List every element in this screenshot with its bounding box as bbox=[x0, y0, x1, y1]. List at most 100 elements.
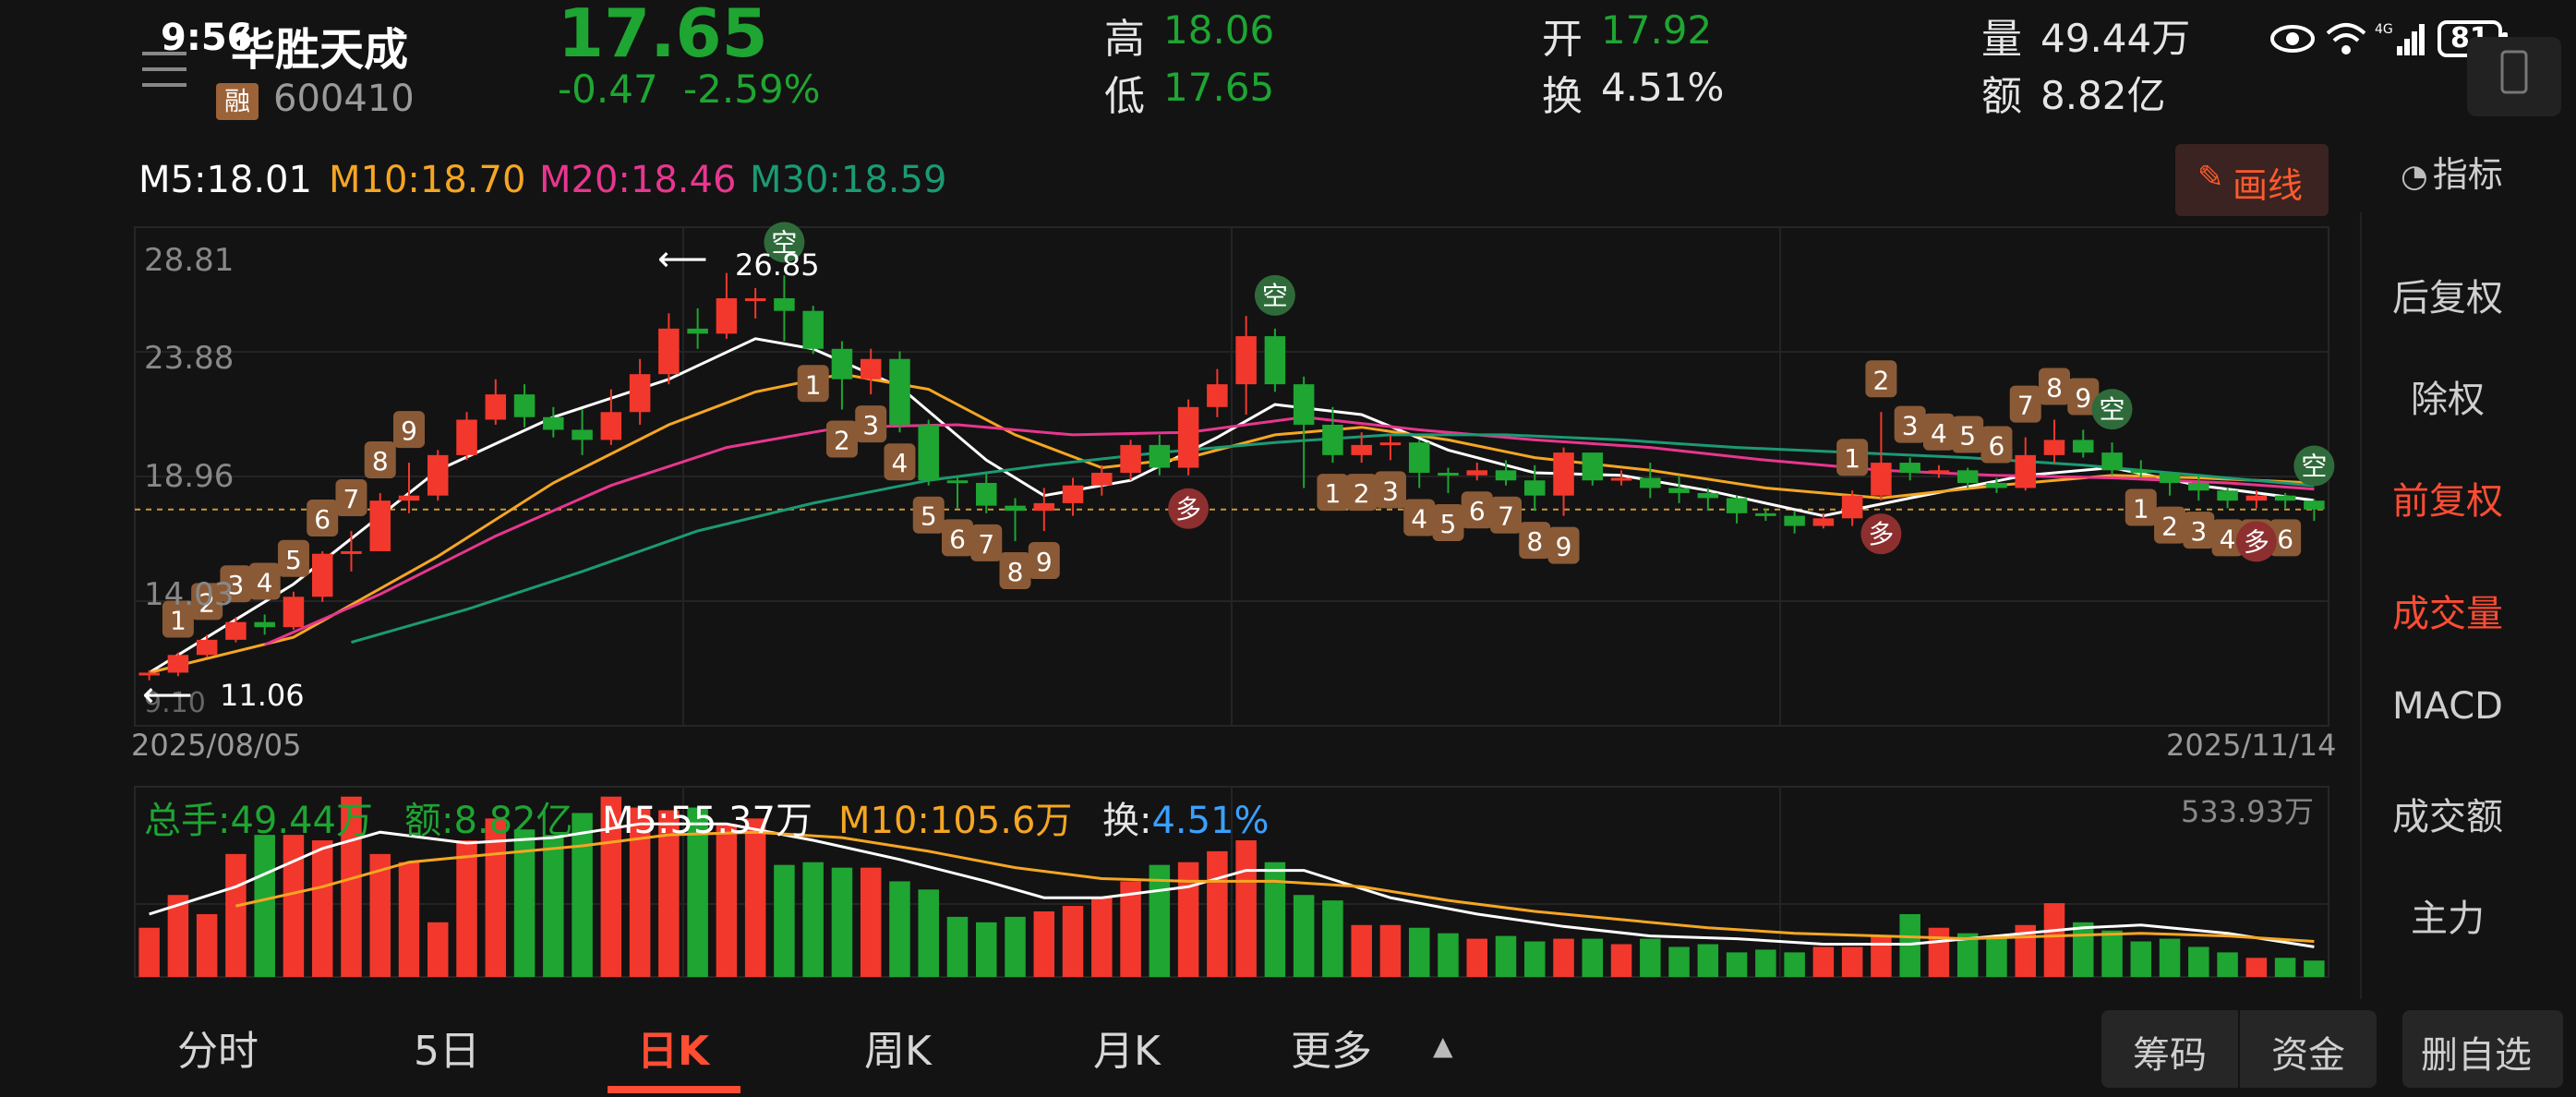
candle-body bbox=[2101, 452, 2123, 471]
sequence-marker: 4 bbox=[884, 443, 916, 481]
sequence-marker-number: 4 bbox=[1411, 503, 1427, 534]
candle bbox=[1149, 434, 1171, 476]
amount-value: 8.82亿 bbox=[2040, 73, 2166, 118]
candle-body bbox=[1177, 406, 1199, 468]
sequence-marker-badge bbox=[335, 479, 367, 517]
volume-value: 49.44万 bbox=[2040, 16, 2191, 61]
candle-body bbox=[2274, 495, 2296, 501]
tab-daily-k[interactable]: 日K bbox=[637, 1028, 710, 1075]
sidebar-item-macd[interactable]: MACD bbox=[2392, 685, 2503, 728]
volume-bar bbox=[1322, 900, 1343, 977]
volume-bar bbox=[1091, 898, 1113, 977]
tab-more[interactable]: 更多 bbox=[1291, 1028, 1372, 1075]
sequence-marker: 2 bbox=[191, 583, 223, 621]
high-arrow-icon: ⟵ bbox=[657, 238, 708, 279]
y-tick-1: 23.88 bbox=[144, 340, 235, 377]
x-end-date: 2025/11/14 bbox=[2166, 728, 2337, 763]
candle bbox=[976, 473, 997, 513]
amount-label: 额 bbox=[1981, 73, 2022, 120]
sequence-marker: 3 bbox=[2183, 512, 2215, 549]
sidebar-item-volume[interactable]: 成交量 bbox=[2392, 593, 2503, 635]
signal-circle bbox=[1860, 513, 1902, 555]
candle bbox=[427, 450, 449, 501]
candle bbox=[716, 272, 738, 339]
volume-label: 量 bbox=[1981, 16, 2022, 63]
candle bbox=[1755, 508, 1776, 522]
sequence-marker: 6 bbox=[307, 499, 339, 536]
sidebar-item-forward-adjust[interactable]: 前复权 bbox=[2392, 480, 2503, 523]
sell-signal: 空 bbox=[2293, 445, 2335, 487]
candle-body bbox=[1466, 470, 1487, 476]
sidebar-item-amount[interactable]: 成交额 bbox=[2392, 796, 2503, 838]
candle bbox=[485, 379, 507, 425]
sequence-marker: 5 bbox=[1952, 416, 1984, 453]
sequence-marker-number: 4 bbox=[2220, 524, 2236, 554]
sequence-marker-number: 2 bbox=[2161, 512, 2178, 542]
candle bbox=[1553, 447, 1574, 516]
signal-text: 多 bbox=[2244, 526, 2269, 557]
volume-bar bbox=[1928, 927, 1950, 977]
volume-bar bbox=[1640, 938, 1661, 977]
sequence-marker-number: 5 bbox=[285, 545, 302, 575]
volume-bar bbox=[946, 916, 969, 977]
y-tick-2: 18.96 bbox=[144, 458, 235, 495]
sequence-marker: 6 bbox=[2269, 519, 2302, 557]
candle-body bbox=[1726, 498, 1748, 513]
volume-bar bbox=[860, 867, 882, 977]
signal-text: 多 bbox=[1175, 494, 1201, 524]
y-tick-0: 28.81 bbox=[144, 242, 235, 279]
candle bbox=[1408, 440, 1430, 488]
indicator-button[interactable]: ◔ 指标 bbox=[2401, 146, 2503, 197]
sidebar-item-main-force[interactable]: 主力 bbox=[2411, 898, 2485, 940]
tab-weekly-k[interactable]: 周K bbox=[864, 1028, 932, 1075]
tab-intraday[interactable]: 分时 bbox=[177, 1028, 259, 1075]
draw-line-button[interactable]: ✎ 画线 bbox=[2175, 144, 2329, 216]
sequence-marker: 3 bbox=[1894, 405, 1926, 443]
sidebar-item-backward-adjust[interactable]: 后复权 bbox=[2392, 277, 2503, 319]
candle bbox=[1928, 464, 1950, 478]
candle bbox=[1005, 498, 1026, 541]
candle-body bbox=[774, 297, 795, 311]
candle bbox=[1264, 328, 1286, 392]
y-tick-3: 14.03 bbox=[144, 576, 235, 613]
sidebar-item-ex-rights[interactable]: 除权 bbox=[2411, 379, 2485, 421]
tab-monthly-k[interactable]: 月K bbox=[1093, 1028, 1161, 1075]
volume-bar bbox=[2159, 938, 2181, 977]
candle bbox=[802, 306, 824, 355]
sequence-marker-number: 2 bbox=[834, 426, 850, 456]
sequence-marker-badge bbox=[2154, 506, 2186, 544]
sequence-marker-badge bbox=[1345, 474, 1378, 512]
volume-ma10-line bbox=[235, 830, 2315, 943]
volume-bar bbox=[1207, 850, 1228, 977]
candle bbox=[341, 531, 362, 572]
volume-bar bbox=[485, 818, 507, 977]
funds-button[interactable]: 资金 bbox=[2240, 1010, 2377, 1088]
menu-icon[interactable] bbox=[142, 48, 194, 94]
tab-5day[interactable]: 5日 bbox=[414, 1028, 480, 1075]
buy-signal: 多 bbox=[1860, 513, 1902, 555]
candle-body bbox=[1264, 336, 1286, 385]
candle-body bbox=[167, 655, 189, 673]
candle bbox=[283, 591, 305, 630]
sequence-marker-badge bbox=[2009, 385, 2041, 423]
candle bbox=[2043, 419, 2065, 464]
candle bbox=[1120, 440, 1141, 481]
sequence-marker-number: 1 bbox=[1325, 478, 1342, 509]
candle-body bbox=[369, 500, 391, 551]
caret-up-icon: ▲ bbox=[1433, 1031, 1453, 1061]
sequence-marker-number: 4 bbox=[1931, 418, 1947, 449]
landscape-toggle-button[interactable] bbox=[2467, 37, 2561, 116]
volume-bar bbox=[2274, 958, 2296, 977]
chips-button[interactable]: 筹码 bbox=[2101, 1010, 2238, 1088]
sequence-marker: 3 bbox=[220, 565, 252, 603]
candle-body bbox=[2073, 440, 2094, 453]
volume-bar bbox=[225, 853, 247, 977]
signal-circle bbox=[2293, 445, 2335, 487]
remove-watchlist-button[interactable]: 删自选 bbox=[2402, 1010, 2563, 1088]
volume-bar bbox=[311, 840, 333, 977]
signal-circle bbox=[1168, 488, 1210, 529]
signal-4g-icon: 4G bbox=[2375, 20, 2426, 61]
sequence-marker: 5 bbox=[1432, 503, 1464, 541]
candle bbox=[629, 358, 651, 425]
